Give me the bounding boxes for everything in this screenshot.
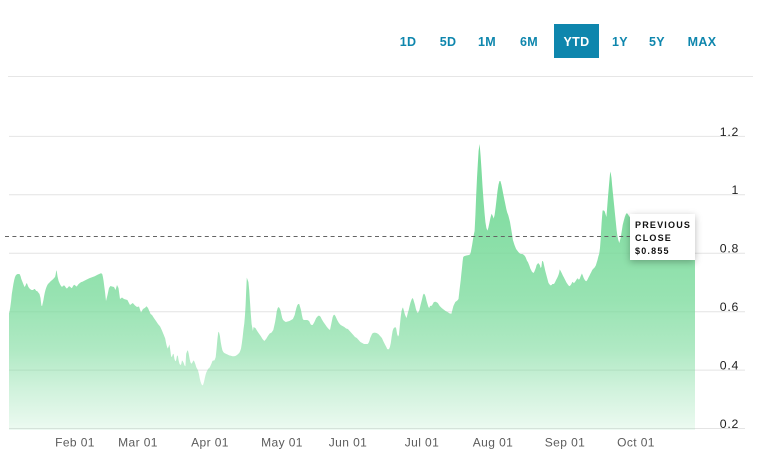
svg-text:Jun 01: Jun 01 bbox=[329, 435, 367, 449]
svg-text:0.4: 0.4 bbox=[720, 359, 739, 373]
svg-text:Mar 01: Mar 01 bbox=[118, 435, 158, 449]
svg-text:Aug 01: Aug 01 bbox=[473, 435, 513, 449]
svg-text:0.8: 0.8 bbox=[720, 242, 739, 256]
svg-text:1: 1 bbox=[731, 183, 739, 197]
svg-text:1.2: 1.2 bbox=[720, 125, 739, 139]
svg-text:Oct 01: Oct 01 bbox=[617, 435, 655, 449]
svg-text:Apr 01: Apr 01 bbox=[191, 435, 229, 449]
svg-text:Jul 01: Jul 01 bbox=[405, 435, 439, 449]
svg-text:Feb 01: Feb 01 bbox=[55, 435, 95, 449]
svg-text:May 01: May 01 bbox=[261, 435, 303, 449]
svg-text:0.6: 0.6 bbox=[720, 300, 739, 314]
svg-text:Sep 01: Sep 01 bbox=[545, 435, 585, 449]
svg-text:0.2: 0.2 bbox=[720, 417, 739, 431]
